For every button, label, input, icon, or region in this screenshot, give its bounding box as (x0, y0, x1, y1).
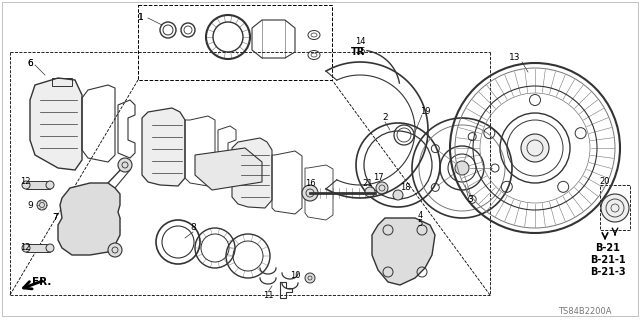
Text: 1: 1 (138, 13, 144, 22)
Circle shape (455, 161, 469, 175)
Circle shape (601, 194, 629, 222)
Polygon shape (142, 108, 185, 186)
Text: TR: TR (351, 47, 365, 57)
Text: 18: 18 (400, 183, 410, 193)
Text: B-21-3: B-21-3 (590, 267, 626, 277)
Text: 6: 6 (27, 59, 33, 68)
Text: 7: 7 (52, 213, 58, 222)
Polygon shape (232, 138, 272, 208)
Text: 12: 12 (20, 178, 30, 187)
Text: 2: 2 (382, 114, 388, 123)
Text: 17: 17 (372, 173, 383, 182)
Circle shape (376, 182, 388, 194)
Text: 21: 21 (363, 179, 373, 188)
Circle shape (37, 200, 47, 210)
Text: 11: 11 (263, 291, 273, 300)
Text: B-21-1: B-21-1 (590, 255, 626, 265)
Text: 1: 1 (138, 13, 144, 22)
Circle shape (118, 158, 132, 172)
Polygon shape (58, 183, 120, 255)
Text: 9: 9 (27, 201, 33, 210)
Bar (26, 244, 50, 252)
Circle shape (365, 187, 375, 197)
Circle shape (46, 244, 54, 252)
Text: 14: 14 (355, 37, 365, 46)
Text: 10: 10 (290, 270, 300, 279)
Text: FR.: FR. (32, 277, 52, 287)
Text: 6: 6 (27, 59, 33, 68)
Text: 3: 3 (467, 196, 473, 204)
Text: 5: 5 (417, 220, 422, 228)
Circle shape (46, 181, 54, 189)
Text: 19: 19 (420, 108, 430, 116)
Text: B-21: B-21 (596, 243, 620, 253)
Text: TS84B2200A: TS84B2200A (558, 308, 612, 316)
Text: 20: 20 (600, 178, 611, 187)
Text: 16: 16 (305, 179, 316, 188)
Text: 15: 15 (355, 47, 365, 57)
Text: 12: 12 (20, 244, 30, 252)
Circle shape (108, 243, 122, 257)
Polygon shape (30, 78, 82, 170)
Polygon shape (195, 148, 262, 190)
Text: 7: 7 (52, 213, 58, 222)
Text: 8: 8 (190, 223, 196, 233)
Bar (52, 78, 72, 86)
Circle shape (302, 185, 318, 201)
Text: 13: 13 (509, 53, 521, 62)
Circle shape (22, 244, 30, 252)
Text: 4: 4 (417, 211, 422, 220)
Circle shape (521, 134, 549, 162)
Circle shape (393, 190, 403, 200)
Bar (26, 181, 50, 189)
Circle shape (305, 273, 315, 283)
Polygon shape (372, 218, 435, 285)
Circle shape (22, 181, 30, 189)
